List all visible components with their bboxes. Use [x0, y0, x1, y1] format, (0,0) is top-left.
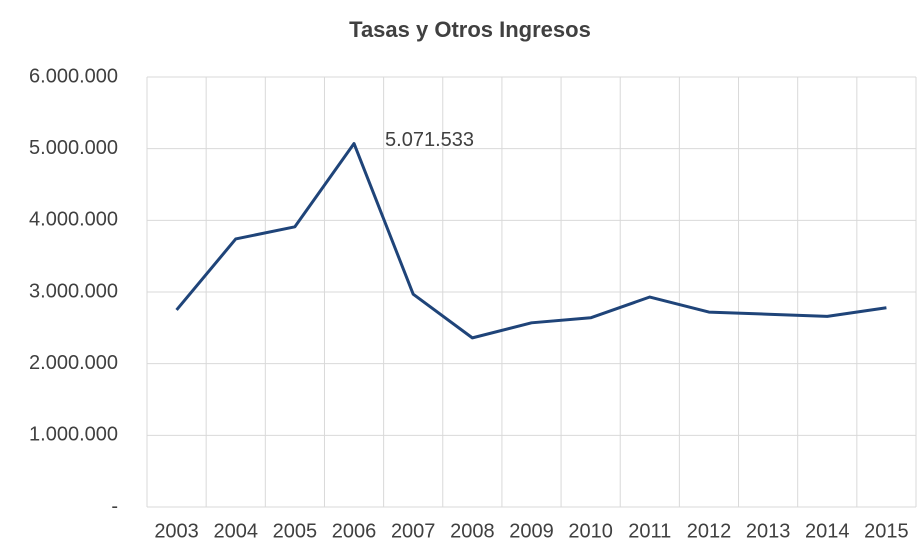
chart-title: Tasas y Otros Ingresos	[349, 17, 591, 42]
y-tick-label: 3.000.000	[29, 280, 118, 302]
y-tick-label: 4.000.000	[29, 209, 118, 231]
y-tick-label: -	[111, 495, 118, 517]
x-tick-label: 2014	[805, 520, 850, 542]
x-tick-label: 2008	[450, 520, 495, 542]
x-tick-label: 2013	[746, 520, 791, 542]
x-tick-label: 2003	[154, 520, 199, 542]
x-tick-label: 2005	[273, 520, 318, 542]
line	[175, 142, 887, 340]
x-tick-label: 2009	[509, 520, 554, 542]
y-tick-label: 5.000.000	[29, 137, 118, 159]
x-tick-label: 2007	[391, 520, 436, 542]
x-tick-label: 2011	[628, 520, 671, 542]
data-label: 5.071.533	[385, 129, 474, 151]
x-tick-label: 2006	[332, 520, 377, 542]
x-tick-label: 2012	[687, 520, 732, 542]
x-tick-label: 2004	[213, 520, 258, 542]
x-tick-label: 2015	[864, 520, 909, 542]
y-tick-label: 1.000.000	[29, 424, 118, 446]
y-tick-label: 6.000.000	[29, 65, 118, 87]
x-tick-label: 2010	[568, 520, 613, 542]
y-tick-label: 2.000.000	[29, 352, 118, 374]
